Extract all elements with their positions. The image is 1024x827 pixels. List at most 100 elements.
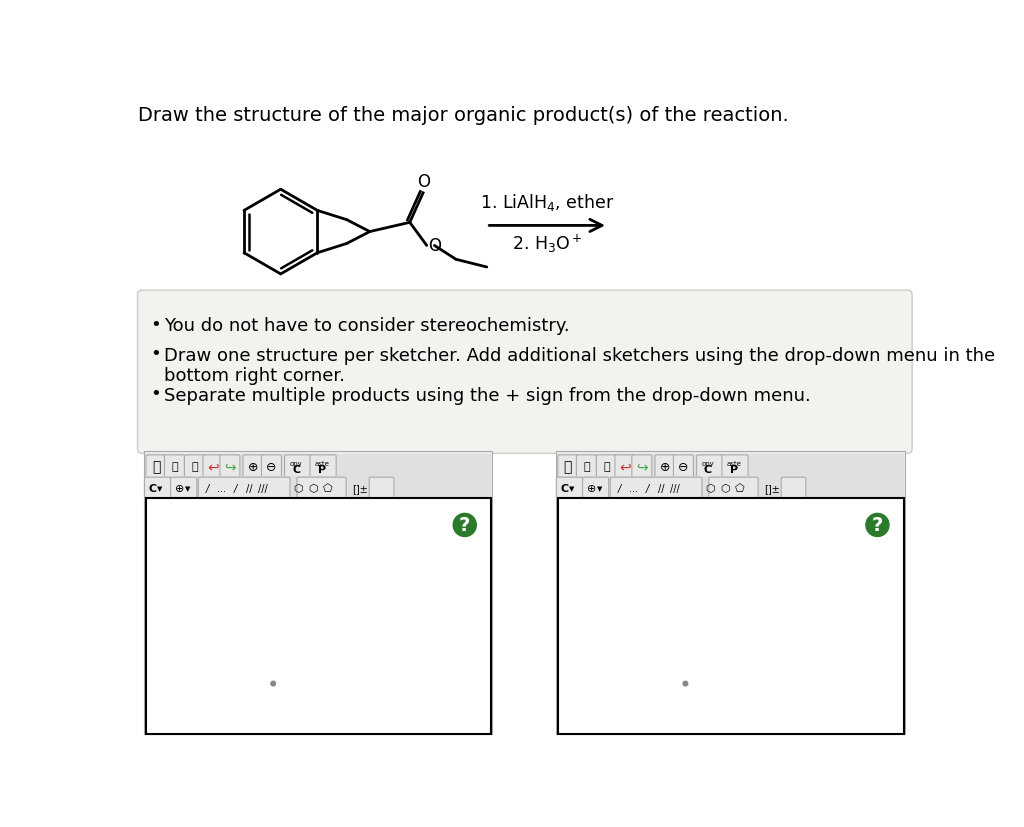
- Text: /: /: [617, 484, 622, 494]
- Text: ⊕: ⊕: [659, 461, 670, 473]
- FancyBboxPatch shape: [709, 478, 758, 499]
- Bar: [146, 455, 490, 476]
- FancyBboxPatch shape: [220, 456, 240, 478]
- FancyBboxPatch shape: [171, 478, 197, 499]
- FancyBboxPatch shape: [781, 478, 806, 499]
- Text: ⬡: ⬡: [308, 484, 317, 494]
- Bar: [556, 452, 905, 734]
- FancyBboxPatch shape: [596, 456, 616, 478]
- Bar: [146, 477, 490, 498]
- Text: ↩: ↩: [207, 460, 219, 474]
- FancyBboxPatch shape: [184, 456, 205, 478]
- FancyBboxPatch shape: [144, 478, 171, 499]
- Text: /: /: [645, 484, 649, 494]
- FancyBboxPatch shape: [285, 456, 310, 478]
- Text: ⊖: ⊖: [266, 461, 276, 473]
- Text: You do not have to consider stereochemistry.: You do not have to consider stereochemis…: [165, 317, 570, 335]
- FancyBboxPatch shape: [696, 456, 723, 478]
- FancyBboxPatch shape: [146, 456, 166, 478]
- Text: C: C: [292, 464, 300, 474]
- Text: ...: ...: [629, 484, 638, 494]
- Text: ▼: ▼: [185, 485, 190, 492]
- Text: •: •: [150, 315, 161, 333]
- Text: ?: ?: [871, 516, 883, 535]
- Text: /: /: [233, 484, 237, 494]
- Text: ?: ?: [459, 516, 470, 535]
- Text: aste: aste: [727, 460, 741, 466]
- Text: ⬡: ⬡: [720, 484, 730, 494]
- FancyBboxPatch shape: [614, 456, 635, 478]
- FancyBboxPatch shape: [137, 291, 912, 454]
- Text: ⊕: ⊕: [587, 484, 596, 494]
- Text: opy: opy: [290, 460, 302, 466]
- Bar: [558, 477, 903, 498]
- Text: 1. LiAlH$_4$, ether: 1. LiAlH$_4$, ether: [480, 191, 614, 213]
- Text: C: C: [703, 464, 712, 474]
- Text: C: C: [560, 484, 568, 494]
- FancyBboxPatch shape: [243, 456, 263, 478]
- Text: ↩: ↩: [620, 460, 631, 474]
- Text: //: //: [657, 484, 665, 494]
- Circle shape: [454, 514, 476, 537]
- Text: ⬡: ⬡: [706, 484, 715, 494]
- Text: /: /: [206, 484, 209, 494]
- FancyBboxPatch shape: [370, 478, 394, 499]
- FancyBboxPatch shape: [199, 478, 290, 499]
- FancyBboxPatch shape: [297, 478, 346, 499]
- Text: 2. H$_3$O$^+$: 2. H$_3$O$^+$: [512, 232, 583, 255]
- FancyBboxPatch shape: [632, 456, 652, 478]
- FancyBboxPatch shape: [310, 456, 336, 478]
- Text: ↪: ↪: [636, 460, 647, 474]
- Text: Draw one structure per sketcher. Add additional sketchers using the drop-down me: Draw one structure per sketcher. Add add…: [165, 347, 995, 385]
- Text: ⬠: ⬠: [323, 484, 333, 494]
- FancyBboxPatch shape: [577, 456, 596, 478]
- Text: ▼: ▼: [157, 485, 163, 492]
- Text: ...: ...: [217, 484, 226, 494]
- FancyBboxPatch shape: [556, 478, 583, 499]
- Text: O: O: [417, 173, 430, 191]
- FancyBboxPatch shape: [655, 456, 675, 478]
- Text: 🩹: 🩹: [191, 461, 198, 472]
- Bar: [558, 499, 903, 734]
- Bar: [558, 455, 903, 476]
- Bar: [146, 499, 490, 734]
- Text: ⊕: ⊕: [175, 484, 184, 494]
- Text: ///: ///: [258, 484, 268, 494]
- Text: aste: aste: [314, 460, 330, 466]
- Text: ✋: ✋: [564, 460, 572, 474]
- Text: 🩹: 🩹: [603, 461, 609, 472]
- FancyBboxPatch shape: [203, 456, 223, 478]
- FancyBboxPatch shape: [722, 456, 749, 478]
- Bar: [144, 452, 493, 734]
- FancyBboxPatch shape: [674, 456, 693, 478]
- Circle shape: [271, 681, 275, 686]
- Text: ⬠: ⬠: [735, 484, 744, 494]
- Text: •: •: [150, 385, 161, 403]
- Text: opy: opy: [701, 460, 715, 466]
- FancyBboxPatch shape: [610, 478, 701, 499]
- Text: ///: ///: [670, 484, 680, 494]
- Text: //: //: [246, 484, 252, 494]
- Text: Separate multiple products using the + sign from the drop-down menu.: Separate multiple products using the + s…: [165, 386, 811, 404]
- FancyBboxPatch shape: [165, 456, 184, 478]
- FancyBboxPatch shape: [261, 456, 282, 478]
- Text: C: C: [148, 484, 157, 494]
- Text: ▼: ▼: [569, 485, 574, 492]
- Text: 🧪: 🧪: [171, 461, 178, 472]
- Text: ⊖: ⊖: [678, 461, 689, 473]
- Text: P: P: [730, 464, 738, 474]
- Text: []±: []±: [764, 484, 780, 494]
- Text: •: •: [150, 345, 161, 362]
- Circle shape: [683, 681, 688, 686]
- Text: ↪: ↪: [224, 460, 236, 474]
- FancyBboxPatch shape: [583, 478, 608, 499]
- Text: O: O: [428, 237, 441, 255]
- FancyBboxPatch shape: [558, 456, 578, 478]
- Circle shape: [866, 514, 889, 537]
- Text: ⊕: ⊕: [248, 461, 258, 473]
- Text: ⬡: ⬡: [294, 484, 303, 494]
- Text: []±: []±: [352, 484, 368, 494]
- Text: Draw the structure of the major organic product(s) of the reaction.: Draw the structure of the major organic …: [138, 105, 790, 124]
- Text: ✋: ✋: [152, 460, 160, 474]
- Text: 🧪: 🧪: [583, 461, 590, 472]
